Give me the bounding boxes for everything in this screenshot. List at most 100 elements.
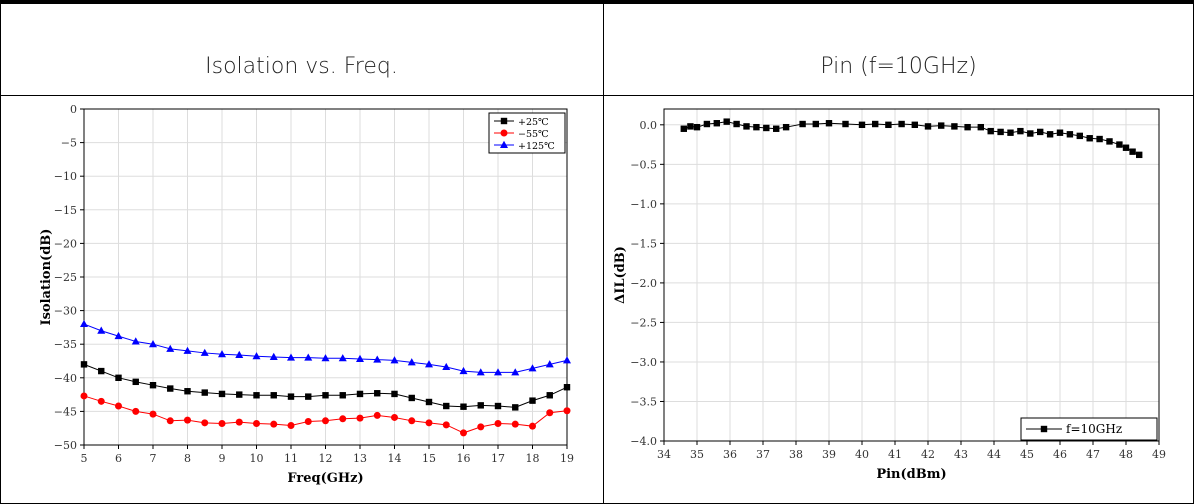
data-point [1076,132,1083,140]
data-point [183,346,192,354]
data-point [425,419,433,427]
legend: +25℃−55℃+125℃ [488,112,566,154]
x-tick-label: 41 [888,448,902,461]
right-column-header: Pin (f=10GHz) [820,54,977,79]
x-tick-label: 44 [987,448,1001,461]
data-point [494,368,502,376]
table-column-divider [603,0,604,504]
x-tick-label: 10 [250,452,264,465]
x-tick-label: 42 [921,448,935,461]
data-point [563,407,571,415]
isolation-chart: 5 6 7 8 9 10 11 12 13 14 15 16 17 18 19 0 −5 −10 −15 −20 −25… [39,103,574,486]
data-point [546,392,553,399]
data-point [743,123,750,130]
data-point [166,417,174,425]
x-tick-label: 18 [526,452,540,465]
data-point [235,350,244,358]
series-3 [80,319,571,376]
data-point [812,120,819,128]
x-tick-label: 9 [219,452,226,465]
data-point [373,355,382,363]
y-tick-label: −4.0 [630,435,657,448]
data-point [373,411,381,419]
data-point [511,420,519,428]
data-point [713,120,720,127]
data-point [270,392,277,399]
data-point [408,417,416,425]
data-point [443,402,450,410]
data-point [1116,141,1123,148]
y-tick-label: −2.5 [630,316,657,329]
x-tick-label: 38 [789,448,803,461]
data-point [391,413,398,421]
y-tick-label: −40 [54,372,77,385]
data-point [476,368,485,376]
data-point [114,331,123,340]
y-tick-label: −3.5 [630,395,657,408]
legend-label: +25℃ [518,117,549,128]
y-tick-label: −5 [61,137,77,150]
data-point [115,374,122,381]
data-point [924,123,932,130]
data-point [858,121,866,129]
data-point [132,378,139,386]
y-tick-label: −25 [54,271,77,284]
data-point [1122,144,1130,151]
data-point [703,120,711,128]
data-point [1129,148,1136,155]
y-tick-label: −50 [54,439,77,452]
data-point [898,120,905,128]
table-left-border [0,0,1,504]
data-point [304,417,312,425]
data-point [235,418,243,426]
data-point [997,128,1004,136]
data-point [391,390,398,398]
data-point [529,422,536,430]
x-tick-label: 46 [1053,448,1067,461]
x-tick-label: 47 [1086,448,1100,461]
data-point [460,429,467,437]
x-tick-label: 37 [756,448,770,461]
data-point [252,352,261,360]
data-point [442,421,450,429]
data-point [200,348,209,356]
data-point [885,121,892,129]
x-tick-label: 5 [81,452,88,465]
data-point [872,120,879,128]
data-point [1056,129,1064,136]
data-point [304,353,313,361]
data-point [563,356,571,364]
data-point [680,125,687,132]
data-point [356,414,364,422]
data-point [825,120,833,127]
data-point [951,123,958,130]
axis-ticks: 34 35 36 37 38 39 40 41 42 43 44 45 46 47 48 49 0.0 −0.5 −… [630,119,1166,461]
data-point [1096,135,1103,143]
x-tick-label: 16 [457,452,471,465]
y-tick-label: −3.0 [630,356,657,369]
data-point [407,358,416,366]
data-point [149,340,157,348]
header-row-divider [0,95,1194,96]
x-tick-label: 13 [353,452,367,465]
data-point [1007,129,1014,136]
x-tick-label: 19 [560,452,574,465]
data-point [166,344,175,352]
plot-area-border [663,108,1160,442]
data-point [390,356,399,364]
y-tick-label: −1.5 [630,237,657,250]
data-point [494,419,502,427]
data-point [270,420,278,428]
data-point [322,392,329,399]
data-point [80,319,88,328]
legend-marker [500,117,508,125]
data-point [97,326,106,334]
x-tick-label: 48 [1119,448,1133,461]
data-point [693,123,701,131]
data-point [287,422,295,430]
data-point [799,120,806,128]
data-point [1106,138,1113,145]
legend-marker [500,129,508,137]
data-point [528,364,537,372]
y-tick-label: 0.0 [640,119,658,132]
